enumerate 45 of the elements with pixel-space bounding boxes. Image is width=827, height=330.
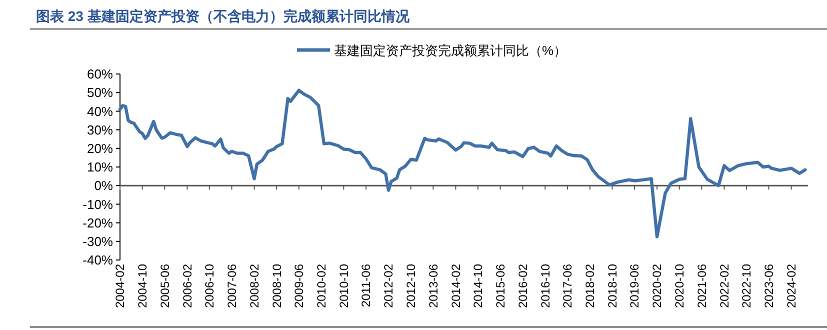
x-tick-label: 2022-02 (717, 264, 732, 308)
y-tick-label: -40% (82, 252, 114, 268)
x-tick-label: 2004-02 (113, 264, 128, 308)
x-tick-label: 2022-10 (740, 264, 754, 308)
x-tick-label: 2012-10 (404, 264, 418, 308)
x-tick-label: 2020-02 (650, 264, 664, 308)
y-tick-label: 30% (86, 122, 114, 138)
x-tick-label: 2016-10 (538, 264, 552, 308)
legend-label: 基建固定资产投资完成额累计同比（%） (334, 43, 567, 58)
x-tick-label: 2018-02 (583, 264, 598, 308)
x-tick-label: 2014-02 (448, 264, 463, 308)
x-tick-label: 2024-02 (784, 264, 798, 308)
y-tick-label: 20% (86, 140, 114, 156)
x-tick-label: 2008-02 (247, 264, 262, 308)
x-tick-label: 2008-10 (270, 264, 284, 308)
y-tick-label: 60% (86, 66, 114, 82)
x-tick-label: 2018-10 (605, 264, 620, 308)
x-tick-label: 2017-06 (560, 264, 575, 308)
x-tick-label: 2006-10 (202, 264, 217, 308)
x-tick-label: 2012-02 (382, 264, 396, 308)
y-tick-label: 50% (86, 85, 114, 100)
x-tick-label: 2010-10 (336, 264, 351, 308)
y-tick-label: 40% (86, 104, 114, 119)
y-tick-label: 0% (94, 178, 114, 194)
chart-title: 图表 23 基建固定资产投资（不含电力）完成额累计同比情况 (36, 8, 410, 24)
x-tick-label: 2010-02 (314, 264, 329, 308)
x-tick-label: 2023-06 (762, 264, 776, 308)
x-tick-label: 2015-06 (493, 264, 508, 308)
line-series (118, 88, 807, 238)
x-tick-label: 2014-10 (471, 264, 486, 308)
y-tick-label: -10% (82, 196, 114, 212)
x-tick-label: 2004-10 (136, 264, 150, 308)
x-tick-label: 2007-06 (224, 264, 239, 308)
x-tick-label: 2019-06 (628, 264, 642, 308)
x-tick-label: 2021-06 (694, 264, 709, 308)
x-tick-label: 2020-10 (672, 264, 687, 308)
x-tick-label: 2009-06 (292, 264, 306, 308)
x-tick-label: 2006-02 (180, 264, 194, 308)
x-tick-label: 2005-06 (158, 264, 172, 308)
x-tick-label: 2016-02 (516, 264, 530, 308)
x-tick-label: 2011-06 (359, 264, 374, 308)
y-tick-label: -30% (82, 234, 114, 249)
x-tick-label: 2013-06 (426, 264, 440, 308)
y-tick-label: -20% (82, 215, 114, 230)
y-tick-label: 10% (86, 160, 114, 175)
